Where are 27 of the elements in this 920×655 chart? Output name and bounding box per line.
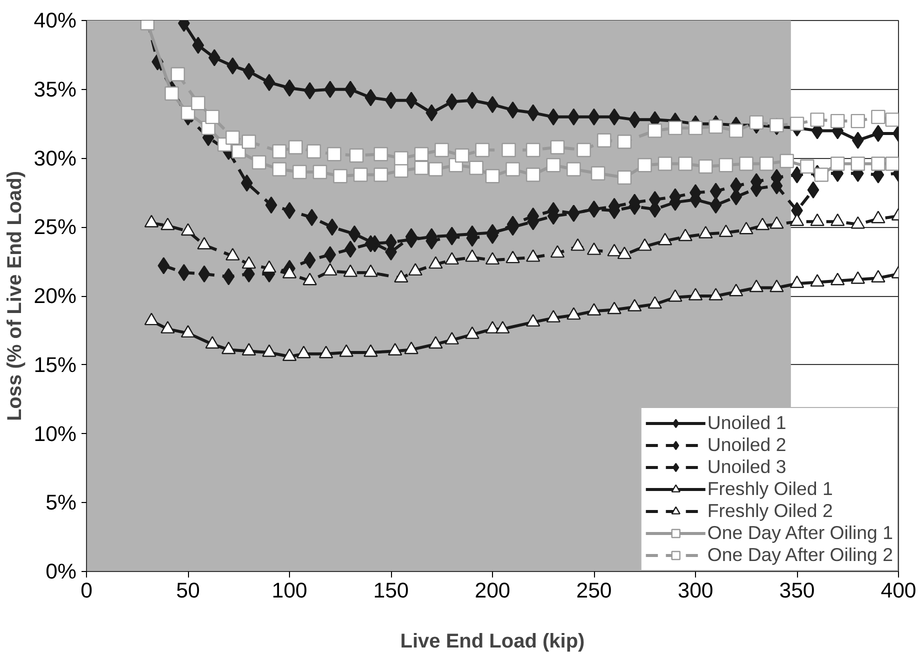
legend-label: One Day After Oiling 1 <box>707 522 893 544</box>
y-tick-label: 10% <box>34 422 77 446</box>
y-tick-label: 30% <box>34 146 77 170</box>
y-axis-title: Loss (% of Live End Load) <box>4 170 26 422</box>
y-tick-label: 25% <box>34 215 77 240</box>
legend-label: One Day After Oiling 2 <box>707 544 893 566</box>
x-tick-label: 250 <box>576 578 612 602</box>
x-tick-label: 400 <box>880 578 916 602</box>
legend-label: Freshly Oiled 2 <box>707 500 833 522</box>
x-tick-label: 0 <box>80 578 93 602</box>
x-tick-label: 100 <box>272 578 308 602</box>
x-tick-label: 150 <box>373 578 409 602</box>
y-tick-label: 5% <box>46 490 77 515</box>
y-tick-label: 40% <box>34 8 77 32</box>
y-tick-label: 0% <box>46 560 77 584</box>
x-tick-label: 200 <box>474 578 510 602</box>
y-tick-label: 20% <box>34 284 77 308</box>
legend-label: Unoiled 1 <box>707 412 786 434</box>
x-axis-title: Live End Load (kip) <box>400 630 585 652</box>
y-tick-label: 15% <box>34 352 77 377</box>
x-tick-label: 350 <box>779 578 815 602</box>
y-tick-label: 35% <box>34 77 77 102</box>
legend-label: Unoiled 3 <box>707 456 786 478</box>
x-tick-label: 50 <box>176 578 200 602</box>
legend-label: Freshly Oiled 1 <box>707 478 833 500</box>
legend-label: Unoiled 2 <box>707 434 786 456</box>
x-tick-label: 300 <box>678 578 714 602</box>
